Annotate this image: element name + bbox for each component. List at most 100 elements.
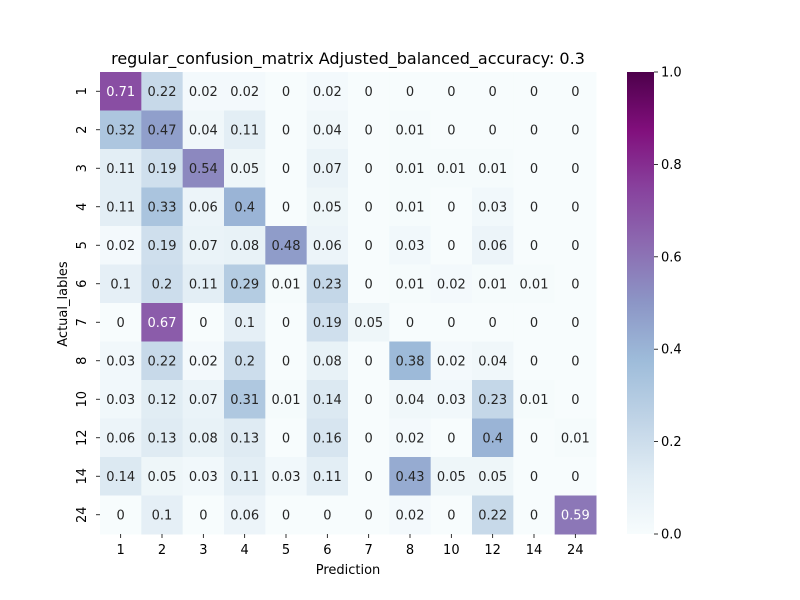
heatmap-cell [389,341,432,381]
cell-value-label: 0.4 [482,431,503,446]
cell-value-label: 0.06 [230,508,259,523]
cell-value-label: 0.02 [396,508,425,523]
x-tick-label: 5 [282,543,290,558]
cell-value-label: 0.47 [148,123,177,138]
heatmap-cell [430,226,473,265]
heatmap-cell [430,149,473,188]
heatmap-cell [141,418,184,458]
cell-value-label: 0.06 [313,239,342,254]
cell-value-label: 0.04 [189,123,218,138]
heatmap-cell [472,495,514,535]
y-tick-label: 6 [75,280,90,288]
cell-value-label: 0.38 [396,354,425,369]
y-tick-label: 1 [75,87,90,95]
x-tick-label: 8 [406,543,414,558]
heatmap-cell [554,380,597,419]
heatmap-cell [182,187,225,227]
y-tick-label: 8 [75,357,90,365]
cell-value-label: 0 [530,508,538,523]
x-tick-label: 6 [323,543,331,558]
heatmap-cell [141,149,184,188]
colorbar-tick-label: 0.6 [661,250,682,265]
cell-value-label: 0.01 [561,431,590,446]
heatmap-cell [513,380,556,419]
heatmap-cell [306,149,349,188]
heatmap-cell [265,226,308,265]
heatmap-cell [306,303,349,342]
cell-value-label: 0.19 [148,239,177,254]
cell-value-label: 0.11 [106,162,135,177]
heatmap-cell [182,110,225,150]
cell-value-label: 0 [199,316,207,331]
cell-value-label: 0.03 [437,393,466,408]
heatmap-cell [224,457,266,496]
heatmap-cell [389,457,432,496]
heatmap-cell [265,418,308,458]
heatmap-cell [265,72,308,111]
heatmap-cell [348,149,390,188]
cell-value-label: 0.48 [272,239,301,254]
heatmap-cell [224,341,266,381]
heatmap-cell [265,341,308,381]
cell-value-label: 0 [282,316,290,331]
cell-value-label: 0 [530,123,538,138]
cell-value-label: 0.07 [189,239,218,254]
heatmap-cell [389,303,432,342]
cell-value-label: 0.02 [230,85,259,100]
heatmap-cell [513,418,556,458]
cell-value-label: 0.08 [230,239,259,254]
cell-value-label: 0.11 [230,123,259,138]
x-tick-label: 1 [117,543,125,558]
heatmap-cell [513,72,556,111]
cell-value-label: 0 [530,85,538,100]
cell-value-label: 0.01 [520,393,549,408]
heatmap-cell [472,226,514,265]
heatmap-cell [430,264,473,304]
cell-value-label: 0 [571,316,579,331]
heatmap-cell [389,495,432,535]
heatmap-cell [100,341,142,381]
heatmap-cell [100,72,142,111]
cell-value-label: 0.04 [313,123,342,138]
cell-value-label: 0.11 [106,200,135,215]
heatmap-cell [513,110,556,150]
heatmap-cell [554,303,597,342]
heatmap-cell [306,187,349,227]
heatmap-cell [472,380,514,419]
cell-value-label: 0 [282,85,290,100]
cell-value-label: 0.4 [234,200,255,215]
cell-value-label: 0 [282,200,290,215]
cell-value-label: 0 [489,123,497,138]
cell-value-label: 0.08 [313,354,342,369]
cell-value-label: 0.19 [313,316,342,331]
heatmap-cell [100,495,142,535]
y-axis-label: Actual_lables [56,261,71,347]
x-tick-labels: 1 2 3 4 5 6 7 8 10 12 14 24 [117,534,584,558]
heatmap-cell [182,380,225,419]
y-tick-label: 2 [75,126,90,134]
heatmap-cell [472,110,514,150]
cell-value-label: 0 [365,85,373,100]
heatmap-cell [141,380,184,419]
cell-value-label: 0.02 [313,85,342,100]
cell-value-label: 0 [489,316,497,331]
colorbar-tick-label: 0.4 [661,343,682,358]
y-tick-label: 12 [75,429,90,446]
heatmap-cell [224,418,266,458]
heatmap-cell [182,72,225,111]
cell-value-label: 0.01 [272,393,301,408]
heatmap-cell [430,110,473,150]
heatmap-cell [472,303,514,342]
heatmap-cell [100,264,142,304]
cell-value-label: 0.05 [354,316,383,331]
cell-value-label: 0.22 [478,508,507,523]
cell-value-label: 0.01 [437,162,466,177]
cell-value-label: 0 [489,85,497,100]
cell-value-label: 0.43 [396,470,425,485]
cell-value-label: 0 [365,354,373,369]
heatmap-cell [306,495,349,535]
cell-value-label: 0 [571,85,579,100]
heatmap-cell [348,226,390,265]
cell-value-label: 0 [282,123,290,138]
cell-value-label: 0.23 [478,393,507,408]
